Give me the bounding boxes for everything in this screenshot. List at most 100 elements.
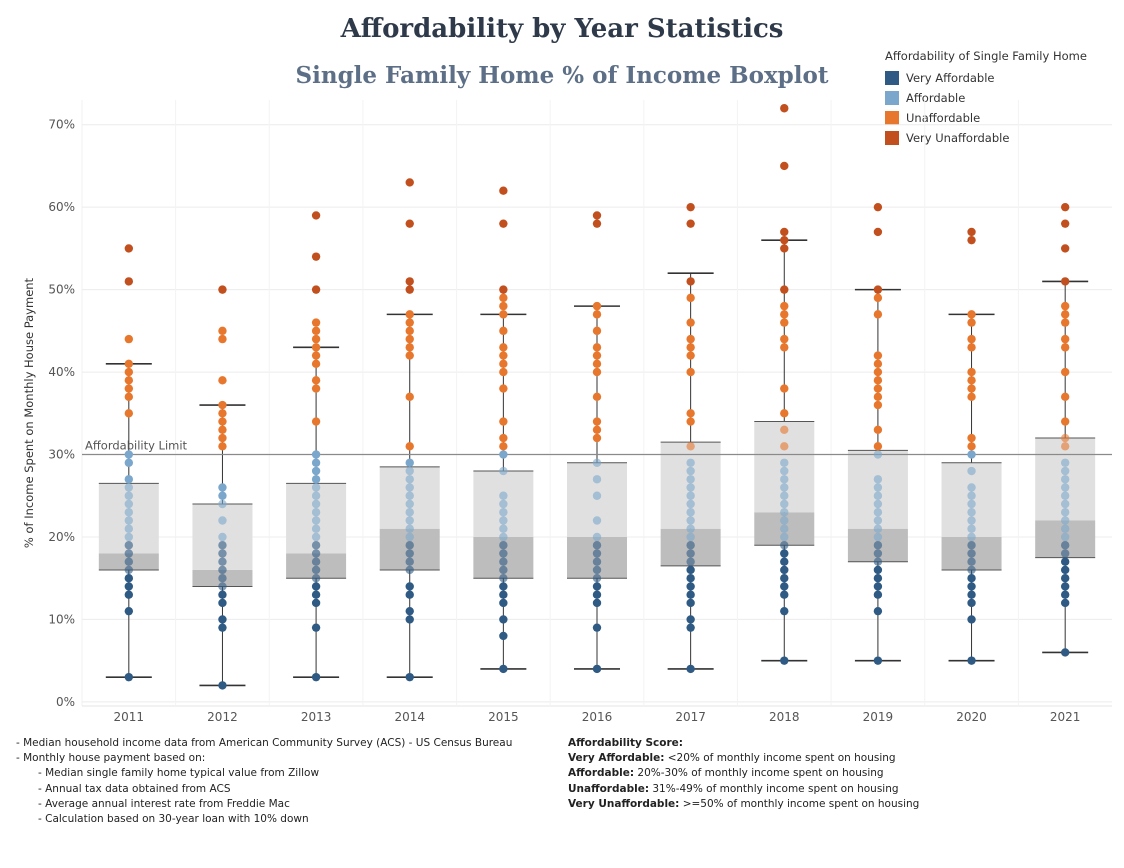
data-point[interactable] (499, 285, 508, 294)
data-point[interactable] (873, 376, 883, 385)
data-point[interactable] (686, 598, 695, 608)
data-point[interactable] (592, 516, 602, 525)
data-point[interactable] (124, 334, 134, 344)
data-point[interactable] (686, 491, 695, 500)
data-point[interactable] (405, 334, 414, 344)
data-point[interactable] (967, 334, 976, 344)
data-point[interactable] (311, 285, 321, 294)
data-point[interactable] (873, 227, 883, 237)
data-point[interactable] (780, 343, 789, 352)
data-point[interactable] (873, 656, 883, 665)
data-point[interactable] (1060, 367, 1070, 377)
data-point[interactable] (1060, 202, 1070, 212)
data-point[interactable] (311, 557, 321, 566)
data-point[interactable] (1060, 301, 1070, 311)
data-point[interactable] (873, 532, 883, 542)
data-point[interactable] (1060, 219, 1070, 228)
data-point[interactable] (873, 557, 883, 566)
data-point[interactable] (592, 392, 602, 402)
data-point[interactable] (311, 376, 321, 385)
data-point[interactable] (124, 524, 134, 533)
data-point[interactable] (873, 508, 883, 517)
data-point[interactable] (405, 615, 414, 624)
data-point[interactable] (1060, 310, 1070, 319)
data-point[interactable] (499, 532, 508, 542)
data-point[interactable] (499, 524, 508, 533)
data-point[interactable] (780, 574, 789, 583)
data-point[interactable] (405, 285, 414, 294)
data-point[interactable] (218, 326, 227, 336)
data-point[interactable] (124, 450, 134, 459)
data-point[interactable] (218, 499, 227, 509)
data-point[interactable] (499, 557, 508, 566)
data-point[interactable] (592, 458, 602, 467)
data-point[interactable] (218, 442, 227, 451)
data-point[interactable] (405, 590, 414, 599)
data-point[interactable] (686, 623, 695, 632)
data-point[interactable] (686, 277, 695, 286)
data-point[interactable] (780, 301, 789, 311)
data-point[interactable] (499, 186, 508, 195)
data-point[interactable] (686, 466, 695, 476)
data-point[interactable] (499, 301, 508, 311)
data-point[interactable] (780, 491, 789, 500)
data-point[interactable] (499, 664, 508, 674)
data-point[interactable] (311, 475, 321, 484)
data-point[interactable] (780, 161, 789, 171)
data-point[interactable] (873, 524, 883, 533)
data-point[interactable] (780, 524, 789, 533)
data-point[interactable] (686, 343, 695, 352)
data-point[interactable] (780, 285, 789, 294)
data-point[interactable] (592, 359, 602, 369)
data-point[interactable] (124, 532, 134, 542)
data-point[interactable] (1060, 334, 1070, 344)
data-point[interactable] (124, 367, 134, 377)
data-point[interactable] (405, 541, 414, 550)
data-point[interactable] (686, 351, 695, 360)
data-point[interactable] (499, 499, 508, 509)
data-point[interactable] (124, 475, 134, 484)
data-point[interactable] (967, 343, 976, 352)
data-point[interactable] (124, 606, 134, 616)
data-point[interactable] (218, 549, 227, 558)
data-point[interactable] (499, 541, 508, 550)
data-point[interactable] (967, 541, 976, 550)
data-point[interactable] (405, 499, 414, 509)
data-point[interactable] (405, 318, 414, 327)
data-point[interactable] (780, 516, 789, 525)
data-point[interactable] (873, 565, 883, 575)
data-point[interactable] (311, 508, 321, 517)
legend-item-very-affordable[interactable]: Very Affordable (885, 68, 1087, 88)
data-point[interactable] (780, 235, 789, 245)
data-point[interactable] (124, 557, 134, 566)
data-point[interactable] (311, 598, 321, 608)
data-point[interactable] (873, 450, 883, 459)
data-point[interactable] (499, 516, 508, 525)
data-point[interactable] (499, 549, 508, 558)
data-point[interactable] (311, 549, 321, 558)
data-point[interactable] (1060, 466, 1070, 476)
data-point[interactable] (967, 235, 976, 245)
data-point[interactable] (873, 541, 883, 550)
data-point[interactable] (311, 499, 321, 509)
data-point[interactable] (780, 458, 789, 467)
data-point[interactable] (592, 326, 602, 336)
data-point[interactable] (405, 508, 414, 517)
data-point[interactable] (218, 598, 227, 608)
data-point[interactable] (873, 606, 883, 616)
data-point[interactable] (311, 524, 321, 533)
data-point[interactable] (686, 541, 695, 550)
data-point[interactable] (1060, 565, 1070, 575)
data-point[interactable] (592, 475, 602, 484)
data-point[interactable] (405, 310, 414, 319)
data-point[interactable] (780, 409, 789, 418)
data-point[interactable] (311, 541, 321, 550)
data-point[interactable] (686, 293, 695, 303)
data-point[interactable] (218, 574, 227, 583)
data-point[interactable] (780, 384, 789, 393)
data-point[interactable] (873, 351, 883, 360)
data-point[interactable] (405, 524, 414, 533)
data-point[interactable] (686, 318, 695, 327)
data-point[interactable] (592, 549, 602, 558)
data-point[interactable] (592, 417, 602, 426)
